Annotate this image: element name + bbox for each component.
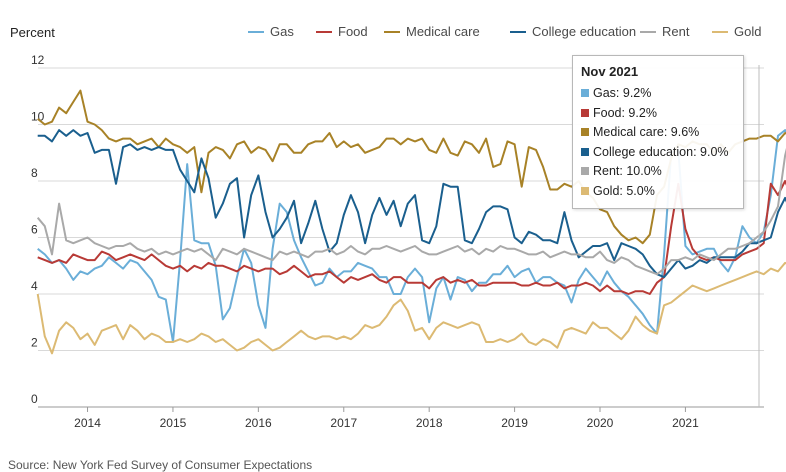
- tooltip-row-text: Rent: 10.0%: [593, 164, 662, 178]
- x-tick-label: 2020: [587, 416, 614, 430]
- x-tick-label: 2016: [245, 416, 272, 430]
- x-tick-label: 2014: [74, 416, 101, 430]
- tooltip-swatch: [581, 186, 589, 195]
- tooltip-row-text: Food: 9.2%: [593, 105, 657, 120]
- x-tick-label: 2017: [330, 416, 357, 430]
- y-axis-ticks: 0 2 4 6 8 10 12: [31, 53, 45, 406]
- tooltip-swatch: [581, 147, 589, 156]
- tooltip-row: Medical care: 9.6%: [581, 123, 699, 141]
- y-axis-title: Percent: [10, 25, 55, 40]
- hover-tooltip: Nov 2021 Gas: 9.2% Food: 9.2% Medical care…: [572, 55, 744, 209]
- legend-label-food: Food: [338, 24, 368, 39]
- x-axis-ticks: 2014 2015 2016 2017 2018 2019 2020 2021: [74, 407, 699, 430]
- tooltip-row-text: Gold: 5.0%: [593, 183, 655, 198]
- series-lines: [36, 89, 786, 355]
- tooltip-swatch: [581, 167, 589, 175]
- tooltip-row-text: Gas: 9.2%: [593, 86, 652, 100]
- tooltip-row: Food: 9.2%: [581, 104, 657, 122]
- series-line-college-education: [37, 129, 786, 279]
- legend-label-college-education: College education: [532, 24, 636, 39]
- y-tick-label: 0: [31, 392, 38, 406]
- x-tick-label: 2019: [501, 416, 528, 430]
- legend-label-rent: Rent: [662, 24, 690, 39]
- y-tick-label: 4: [31, 279, 38, 293]
- tooltip-row: Rent: 10.0%: [581, 162, 662, 180]
- tooltip-row: College education: 9.0%: [581, 143, 729, 161]
- tooltip-row-text: College education: 9.0%: [593, 144, 729, 159]
- y-tick-label: 10: [31, 110, 45, 124]
- tooltip-title: Nov 2021: [581, 64, 639, 79]
- tooltip-row: Gold: 5.0%: [581, 182, 655, 200]
- legend-label-gas: Gas: [270, 24, 294, 39]
- legend-label-gold: Gold: [734, 24, 761, 39]
- y-tick-label: 12: [31, 53, 45, 67]
- series-line-rent: [36, 147, 786, 276]
- source-note: Source: New York Fed Survey of Consumer …: [8, 458, 313, 472]
- y-tick-label: 2: [31, 336, 38, 350]
- tooltip-swatch: [581, 108, 589, 117]
- legend-label-medical-care: Medical care: [406, 24, 480, 39]
- tooltip-row-text: Medical care: 9.6%: [593, 125, 700, 139]
- tooltip-row: Gas: 9.2%: [581, 84, 651, 102]
- x-tick-label: 2018: [416, 416, 443, 430]
- x-tick-label: 2015: [160, 416, 187, 430]
- y-tick-label: 8: [31, 166, 38, 180]
- series-line-gold: [36, 261, 786, 355]
- y-tick-label: 6: [31, 223, 38, 237]
- series-line-food: [37, 180, 786, 295]
- legend: Gas Food Medical care College education Rent…: [248, 24, 761, 39]
- x-tick-label: 2021: [672, 416, 699, 430]
- tooltip-swatch: [581, 128, 589, 136]
- tooltip-swatch: [581, 89, 589, 97]
